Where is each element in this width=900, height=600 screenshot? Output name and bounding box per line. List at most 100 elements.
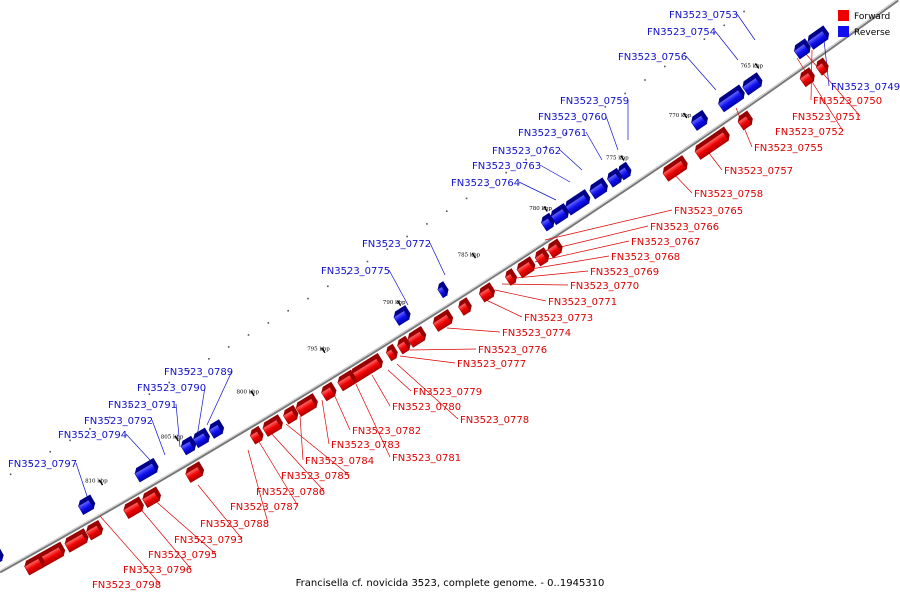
reverse-gene-feature[interactable] <box>805 25 831 50</box>
forward-gene-label[interactable]: FN3523_0776 <box>478 345 547 356</box>
forward-gene-feature[interactable] <box>736 110 755 131</box>
forward-gene-label[interactable]: FN3523_0787 <box>230 502 299 513</box>
forward-gene-label[interactable]: FN3523_0765 <box>674 206 743 217</box>
forward-gene-label[interactable]: FN3523_0778 <box>460 415 529 426</box>
forward-gene-label[interactable]: FN3523_0784 <box>305 456 374 467</box>
reverse-gene-feature[interactable] <box>616 161 634 181</box>
forward-gene-feature[interactable] <box>693 126 732 160</box>
reverse-gene-label[interactable]: FN3523_0756 <box>618 52 687 63</box>
forward-gene-feature[interactable] <box>395 335 413 355</box>
forward-gene-feature[interactable] <box>248 425 265 445</box>
forward-gene-feature[interactable] <box>384 343 400 362</box>
forward-gene-feature[interactable] <box>183 461 206 483</box>
forward-gene-label[interactable]: FN3523_0750 <box>813 96 882 107</box>
forward-gene-feature[interactable] <box>140 486 163 509</box>
forward-gene-feature[interactable] <box>503 268 519 286</box>
reverse-gene-feature[interactable] <box>392 305 413 326</box>
forward-gene-label[interactable]: FN3523_0752 <box>775 127 844 138</box>
forward-gene-feature[interactable] <box>122 496 146 519</box>
scale-dot <box>247 334 250 336</box>
forward-gene-label[interactable]: FN3523_0783 <box>331 440 400 451</box>
forward-gene-feature[interactable] <box>814 57 831 76</box>
reverse-gene-feature[interactable] <box>689 109 710 131</box>
forward-gene-label[interactable]: FN3523_0766 <box>650 222 719 233</box>
forward-gene-label[interactable]: FN3523_0795 <box>148 550 217 561</box>
forward-gene-feature[interactable] <box>798 67 818 88</box>
scale-dot <box>69 439 71 442</box>
forward-gene-label[interactable]: FN3523_0755 <box>754 143 823 154</box>
reverse-gene-feature[interactable] <box>207 419 226 439</box>
forward-gene-label[interactable]: FN3523_0771 <box>548 297 617 308</box>
forward-gene-feature[interactable] <box>477 282 497 303</box>
forward-gene-label[interactable]: FN3523_0788 <box>200 519 269 530</box>
forward-gene-feature[interactable] <box>661 155 690 182</box>
forward-gene-feature[interactable] <box>336 369 359 392</box>
leader-line <box>151 419 166 456</box>
reverse-gene-label[interactable]: FN3523_0761 <box>518 128 587 139</box>
reverse-gene-label[interactable]: FN3523_0775 <box>321 266 390 277</box>
reverse-gene-feature[interactable] <box>587 177 610 200</box>
forward-gene-feature[interactable] <box>261 414 285 437</box>
forward-gene-label[interactable]: FN3523_0769 <box>590 267 659 278</box>
reverse-gene-label[interactable]: FN3523_0754 <box>647 27 716 38</box>
forward-gene-label[interactable]: FN3523_0773 <box>524 313 593 324</box>
forward-gene-label[interactable]: FN3523_0785 <box>281 471 350 482</box>
forward-gene-label[interactable]: FN3523_0786 <box>256 487 325 498</box>
reverse-gene-feature[interactable] <box>191 427 212 449</box>
reverse-gene-label[interactable]: FN3523_0792 <box>84 416 153 427</box>
forward-gene-feature[interactable] <box>406 325 429 348</box>
reverse-gene-label[interactable]: FN3523_0772 <box>362 239 431 250</box>
reverse-gene-label[interactable]: FN3523_0749 <box>831 82 900 93</box>
reverse-gene-feature[interactable] <box>539 212 557 232</box>
reverse-gene-feature[interactable] <box>563 189 592 216</box>
reverse-gene-label[interactable]: FN3523_0764 <box>451 178 520 189</box>
forward-gene-label[interactable]: FN3523_0757 <box>724 166 793 177</box>
forward-gene-feature[interactable] <box>63 528 91 553</box>
reverse-gene-label[interactable]: FN3523_0760 <box>538 112 607 123</box>
forward-gene-feature[interactable] <box>22 553 46 576</box>
forward-gene-label[interactable]: FN3523_0751 <box>792 112 861 123</box>
reverse-gene-label[interactable]: FN3523_0762 <box>492 146 561 157</box>
forward-gene-label[interactable]: FN3523_0793 <box>174 535 243 546</box>
scale-tick <box>682 112 688 119</box>
reverse-gene-label[interactable]: FN3523_0797 <box>8 459 77 470</box>
reverse-gene-feature[interactable] <box>792 38 813 60</box>
forward-gene-feature[interactable] <box>431 309 455 332</box>
forward-gene-label[interactable]: FN3523_0780 <box>392 402 461 413</box>
forward-gene-label[interactable]: FN3523_0774 <box>502 328 571 339</box>
forward-gene-label[interactable]: FN3523_0782 <box>352 426 421 437</box>
scale-dot <box>287 309 289 312</box>
forward-gene-feature[interactable] <box>515 256 538 279</box>
forward-gene-label[interactable]: FN3523_0796 <box>123 565 192 576</box>
forward-gene-feature[interactable] <box>84 519 105 541</box>
forward-gene-label[interactable]: FN3523_0779 <box>413 387 482 398</box>
forward-gene-label[interactable]: FN3523_0777 <box>457 359 526 370</box>
forward-gene-label[interactable]: FN3523_0781 <box>392 453 461 464</box>
reverse-gene-feature[interactable] <box>179 435 198 456</box>
forward-gene-feature[interactable] <box>456 297 474 316</box>
reverse-gene-label[interactable]: FN3523_0790 <box>137 383 206 394</box>
reverse-gene-label[interactable]: FN3523_0753 <box>669 10 738 21</box>
forward-gene-label[interactable]: FN3523_0798 <box>92 580 161 591</box>
reverse-gene-label[interactable]: FN3523_0763 <box>472 161 541 172</box>
forward-gene-feature[interactable] <box>319 381 338 402</box>
forward-gene-feature[interactable] <box>294 393 320 417</box>
forward-gene-label[interactable]: FN3523_0767 <box>631 237 700 248</box>
reverse-gene-feature[interactable] <box>133 457 161 483</box>
reverse-gene-feature[interactable] <box>76 494 97 515</box>
reverse-gene-feature[interactable] <box>740 72 764 96</box>
reverse-gene-label[interactable]: FN3523_0791 <box>108 400 177 411</box>
forward-gene-label[interactable]: FN3523_0770 <box>570 281 639 292</box>
reverse-gene-label[interactable]: FN3523_0794 <box>58 430 127 441</box>
forward-gene-feature[interactable] <box>545 238 564 259</box>
reverse-gene-feature[interactable] <box>0 546 6 565</box>
forward-gene-label[interactable]: FN3523_0758 <box>694 189 763 200</box>
reverse-gene-feature[interactable] <box>716 84 747 113</box>
reverse-gene-label[interactable]: FN3523_0759 <box>560 96 629 107</box>
forward-gene-feature[interactable] <box>281 404 300 425</box>
forward-gene-feature[interactable] <box>533 247 552 267</box>
forward-gene-label[interactable]: FN3523_0768 <box>611 252 680 263</box>
reverse-gene-feature[interactable] <box>605 167 624 188</box>
reverse-gene-label[interactable]: FN3523_0789 <box>164 367 233 378</box>
reverse-gene-feature[interactable] <box>436 281 451 299</box>
